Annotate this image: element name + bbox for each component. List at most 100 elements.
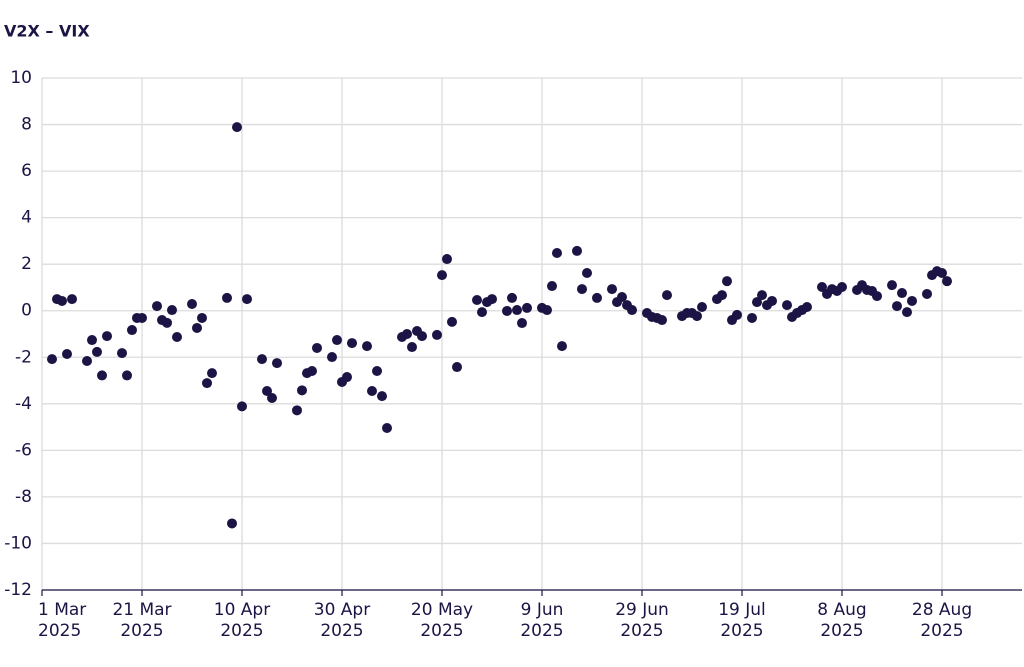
point: [137, 312, 147, 323]
y-tick-label: -6: [15, 440, 32, 460]
y-tick-label: -10: [4, 533, 32, 553]
point: [837, 281, 847, 292]
y-tick-label: 10: [10, 68, 32, 88]
point: [517, 318, 527, 329]
point: [332, 335, 342, 346]
point: [657, 315, 667, 326]
x-tick-label: 21 Mar 2025: [112, 600, 171, 641]
point: [297, 385, 307, 396]
x-tick-label: 19 Jul 2025: [718, 600, 766, 641]
point: [207, 368, 217, 379]
point: [402, 329, 412, 339]
point: [817, 281, 827, 292]
point: [477, 307, 487, 318]
point: [907, 295, 917, 306]
point: [97, 370, 107, 381]
y-tick-label: -8: [15, 487, 32, 507]
y-tick-label: 0: [21, 301, 32, 321]
x-tick-label: 1 Mar 2025: [38, 600, 86, 641]
point: [127, 325, 137, 336]
point: [192, 322, 202, 333]
x-tick-label: 20 May 2025: [411, 600, 473, 641]
point: [902, 307, 912, 318]
point: [162, 317, 172, 328]
point: [872, 291, 882, 302]
point: [367, 386, 377, 397]
y-tick-label: 8: [21, 115, 32, 135]
point: [382, 423, 392, 434]
point: [572, 245, 582, 256]
point: [547, 281, 557, 292]
point: [552, 248, 562, 259]
point: [592, 292, 602, 303]
point: [82, 355, 92, 366]
point: [692, 311, 702, 322]
point: [802, 302, 812, 313]
point: [487, 294, 497, 305]
point: [767, 295, 777, 306]
x-tick-label: 10 Apr 2025: [214, 600, 270, 641]
point: [257, 354, 267, 365]
point: [577, 284, 587, 295]
point: [102, 331, 112, 342]
point: [502, 305, 512, 316]
point: [122, 370, 132, 381]
point: [717, 290, 727, 301]
x-tick-label: 28 Aug 2025: [912, 600, 972, 641]
point: [892, 301, 902, 312]
x-tick-label: 9 Jun 2025: [520, 600, 563, 641]
point: [87, 335, 97, 346]
point: [417, 331, 427, 342]
y-tick-label: -2: [15, 347, 32, 367]
point: [152, 301, 162, 312]
point: [522, 302, 532, 313]
point: [437, 270, 447, 281]
point: [242, 294, 252, 305]
y-tick-label: 2: [21, 254, 32, 274]
point: [922, 288, 932, 299]
point: [57, 295, 67, 306]
point: [757, 290, 767, 301]
point: [617, 291, 627, 302]
point: [432, 329, 442, 340]
point: [232, 122, 242, 133]
point: [607, 284, 617, 295]
y-tick-label: -12: [4, 580, 32, 600]
point: [312, 342, 322, 353]
point: [887, 280, 897, 291]
point: [662, 290, 672, 301]
y-tick-label: 6: [21, 161, 32, 181]
point: [197, 312, 207, 323]
point: [942, 276, 952, 287]
point: [582, 268, 592, 279]
point: [202, 378, 212, 389]
point: [227, 518, 237, 529]
point: [272, 358, 282, 369]
axis-labels: -12 -10 -8 -6 -4 -2 0 2 4 6 8 10 1 Mar 2025 21 Mar 2025…: [4, 68, 972, 641]
point: [897, 288, 907, 299]
points: [47, 122, 952, 529]
point: [937, 268, 947, 279]
point: [447, 316, 457, 327]
point: [407, 342, 417, 353]
x-tick-label: 8 Aug 2025: [817, 600, 866, 641]
point: [542, 305, 552, 316]
point: [512, 305, 522, 316]
point: [747, 312, 757, 323]
point: [267, 393, 277, 403]
point: [372, 366, 382, 377]
point: [262, 386, 272, 397]
point: [62, 349, 72, 360]
point: [67, 294, 77, 305]
point: [377, 391, 387, 402]
grid: [41, 77, 1022, 596]
point: [362, 341, 372, 352]
point: [47, 354, 57, 365]
point: [507, 292, 517, 303]
x-tick-label: 29 Jun 2025: [615, 600, 669, 641]
point: [117, 348, 127, 359]
point: [307, 366, 317, 377]
point: [732, 309, 742, 320]
y-tick-label: -4: [15, 394, 32, 414]
